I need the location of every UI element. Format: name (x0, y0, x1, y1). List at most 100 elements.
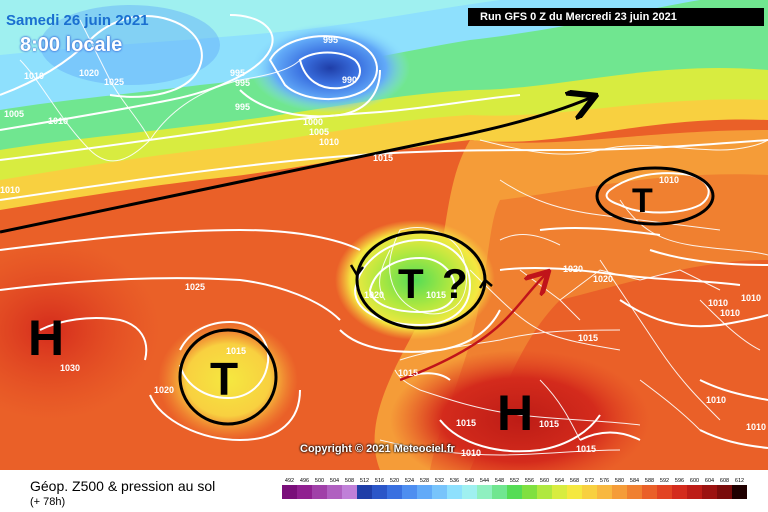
isobar-label: 1020 (563, 264, 583, 274)
legend-swatch (417, 485, 432, 499)
legend-cell: 504 (327, 477, 342, 499)
legend-swatch (687, 485, 702, 499)
legend-swatch (732, 485, 747, 499)
map-title: Géop. Z500 & pression au sol (30, 478, 216, 494)
legend-cell: 600 (687, 477, 702, 499)
legend-swatch (357, 485, 372, 499)
legend-label: 520 (389, 478, 400, 484)
isobar-label: 1015 (226, 346, 246, 356)
band-lightcyan (0, 0, 500, 55)
band-hot-med (390, 350, 650, 470)
legend-swatch (642, 485, 657, 499)
high-med-symbol: H (497, 385, 533, 441)
legend-swatch (447, 485, 462, 499)
legend-label: 536 (449, 478, 460, 484)
low-uk-symbol: T (398, 260, 424, 307)
legend-label: 568 (569, 478, 580, 484)
low-uk-circle-arrow-right (478, 279, 493, 289)
legend-swatch (627, 485, 642, 499)
isobar-label: 1015 (373, 153, 393, 163)
weather-map: H H T ? T T 1010 1020 1025 995 990 995 9… (0, 0, 768, 470)
legend-label: 540 (464, 478, 475, 484)
isobar-label: 1015 (578, 333, 598, 343)
legend-label: 544 (479, 478, 490, 484)
legend-label: 496 (299, 478, 310, 484)
legend-cell: 496 (297, 477, 312, 499)
isobar-label: 1015 (539, 419, 559, 429)
legend-cell: 580 (612, 477, 627, 499)
legend-label: 596 (674, 478, 685, 484)
isobar-label: 1000 (303, 117, 323, 127)
isobar-label: 1005 (309, 127, 329, 137)
legend-cell: 592 (657, 477, 672, 499)
forecast-date: Samedi 26 juin 2021 (6, 12, 149, 29)
legend-label: 492 (284, 478, 295, 484)
legend-label: 604 (704, 478, 715, 484)
legend-cell: 588 (642, 477, 657, 499)
isobar-label: 1025 (185, 282, 205, 292)
legend-label: 548 (494, 478, 505, 484)
isobar-label: 1010 (706, 395, 726, 405)
legend-swatch (552, 485, 567, 499)
legend-label: 584 (629, 478, 640, 484)
isobar-label: 1025 (104, 77, 124, 87)
isobar-label: 1030 (60, 363, 80, 373)
legend-cell: 524 (402, 477, 417, 499)
legend-cell: 532 (432, 477, 447, 499)
legend-swatch (402, 485, 417, 499)
isobar-label: 990 (342, 75, 357, 85)
isobar-label: 1010 (461, 448, 481, 458)
copyright-text: Copyright © 2021 Meteociel.fr (300, 443, 455, 455)
legend-cell: 508 (342, 477, 357, 499)
isobar-label: 1010 (741, 293, 761, 303)
isobar-label: 995 (235, 102, 250, 112)
legend-swatch (612, 485, 627, 499)
legend-label: 528 (419, 478, 430, 484)
legend-cell: 584 (627, 477, 642, 499)
legend-cell: 576 (597, 477, 612, 499)
isobar-label: 1020 (593, 274, 613, 284)
legend-cell: 568 (567, 477, 582, 499)
legend-swatch (672, 485, 687, 499)
legend-swatch (657, 485, 672, 499)
legend-cell: 540 (462, 477, 477, 499)
legend-label: 576 (599, 478, 610, 484)
isobar-label: 1010 (746, 422, 766, 432)
legend-cell: 512 (357, 477, 372, 499)
low-azores-circle (178, 328, 278, 426)
legend-cell: 608 (717, 477, 732, 499)
low-uk-field (335, 220, 495, 340)
legend-swatch (387, 485, 402, 499)
legend-swatch (597, 485, 612, 499)
legend-cell: 596 (672, 477, 687, 499)
color-scale-legend: 492 496 500 504 508 512 516 520 524 528 532 536 540 5… (282, 477, 747, 499)
legend-label: 556 (524, 478, 535, 484)
low-azores-symbol: T (210, 353, 238, 405)
legend-cell: 604 (702, 477, 717, 499)
legend-label: 532 (434, 478, 445, 484)
isobar-label: 1020 (364, 290, 384, 300)
jet-stream-arrow (0, 98, 590, 234)
legend-swatch (327, 485, 342, 499)
legend-label: 524 (404, 478, 415, 484)
isobars (0, 14, 768, 453)
legend-cell: 516 (372, 477, 387, 499)
isobar-label: 995 (230, 68, 245, 78)
low-east-circle (595, 166, 715, 226)
legend-cell: 492 (282, 477, 297, 499)
legend-swatch (492, 485, 507, 499)
forecast-time: 8:00 locale (20, 34, 123, 56)
low-north-field (250, 23, 410, 113)
isobar-labels: 1010 1020 1025 995 990 995 995 995 1005 … (0, 35, 766, 458)
legend-cell: 552 (507, 477, 522, 499)
high-west-symbol: H (28, 310, 64, 366)
heat-advection-arrow (399, 275, 545, 382)
question-mark: ? (442, 260, 468, 307)
legend-label: 564 (554, 478, 565, 484)
legend-swatch (342, 485, 357, 499)
isobar-label: 1010 (24, 71, 44, 81)
legend-cell: 520 (387, 477, 402, 499)
legend-label: 516 (374, 478, 385, 484)
map-canvas: H H T ? T T 1010 1020 1025 995 990 995 9… (0, 0, 768, 470)
isobar-label: 1015 (398, 368, 418, 378)
